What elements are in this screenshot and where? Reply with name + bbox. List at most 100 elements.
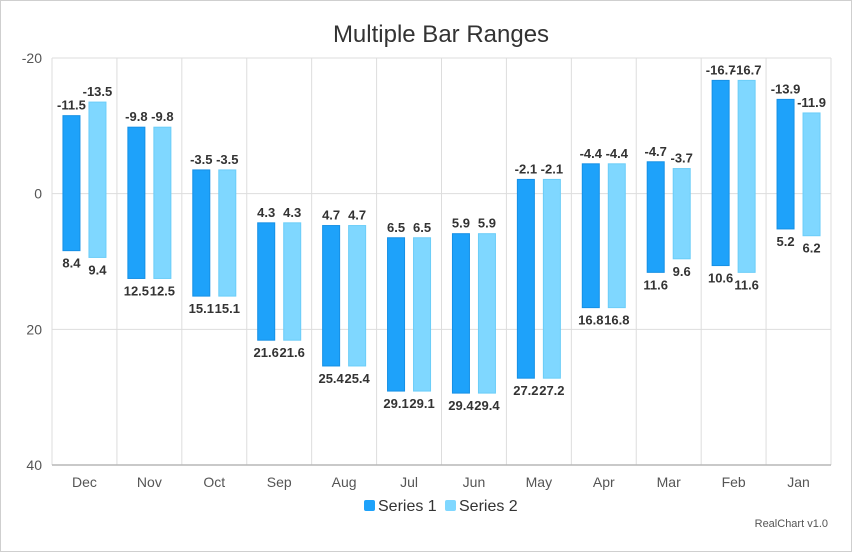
y-tick-label: 0 [34, 186, 42, 202]
series-1-bar[interactable] [192, 169, 211, 297]
series-2-bar[interactable] [477, 233, 496, 394]
series-2-low-label: 4.7 [348, 208, 366, 223]
series-2-high-label: 29.1 [409, 396, 434, 411]
series-2-high-label: 25.4 [344, 371, 370, 386]
bars-layer [62, 79, 821, 394]
series-1-low-label: -2.1 [515, 161, 537, 176]
series-1-low-label: -4.4 [580, 146, 603, 161]
series-1-high-label: 10.6 [708, 271, 733, 286]
series-2-bar[interactable] [153, 126, 172, 279]
series-2-high-label: 9.6 [673, 264, 691, 279]
x-tick-label: Oct [203, 474, 225, 490]
y-tick-label: 40 [26, 457, 42, 473]
series-2-bar[interactable] [218, 169, 237, 297]
x-tick-label: Sep [267, 474, 292, 490]
chart-title: Multiple Bar Ranges [333, 21, 549, 48]
x-tick-label: Aug [332, 474, 357, 490]
series-1-low-label: 4.7 [322, 208, 340, 223]
series-1-high-label: 29.4 [448, 398, 474, 413]
x-tick-label: May [526, 474, 552, 490]
x-tick-label: Mar [657, 474, 681, 490]
y-axis: -20 0 20 40 [22, 50, 42, 473]
series-1-bar[interactable] [711, 79, 730, 267]
series-1-high-label: 29.1 [383, 396, 408, 411]
series-1-bar[interactable] [387, 237, 406, 392]
x-tick-label: Feb [722, 474, 746, 490]
y-tick-label: 20 [26, 321, 42, 337]
series-2-bar[interactable] [88, 101, 107, 258]
x-tick-label: Jul [400, 474, 418, 490]
series-1-high-label: 15.1 [189, 301, 214, 316]
legend[interactable]: Series 1 Series 2 [364, 498, 518, 515]
x-tick-label: Jan [787, 474, 810, 490]
series-2-low-label: 6.5 [413, 220, 431, 235]
series-1-high-label: 12.5 [124, 283, 149, 298]
series-1-low-label: -4.7 [645, 144, 667, 159]
series-1-bar[interactable] [516, 178, 535, 379]
data-labels-layer: -11.5 8.4 -9.8 12.5 -3.5 15.1 4.3 21.6 4.7 25.4 6.… [57, 62, 826, 413]
x-tick-label: Nov [137, 474, 162, 490]
series-2-low-label: -9.8 [151, 109, 173, 124]
series-2-high-label: 6.2 [803, 241, 821, 256]
legend-series-2-swatch[interactable] [445, 500, 456, 511]
x-tick-label: Apr [593, 474, 615, 490]
series-2-high-label: 15.1 [215, 301, 240, 316]
series-1-low-label: -3.5 [190, 152, 212, 167]
series-1-low-label: -11.5 [57, 98, 86, 113]
series-1-low-label: 4.3 [257, 205, 275, 220]
series-2-low-label: -13.5 [83, 84, 113, 99]
legend-series-1-label[interactable]: Series 1 [378, 498, 437, 515]
series-1-high-label: 25.4 [318, 371, 344, 386]
series-2-low-label: -2.1 [541, 161, 563, 176]
y-tick-label: -20 [22, 50, 42, 66]
series-2-low-label: 4.3 [283, 205, 301, 220]
series-1-bar[interactable] [127, 126, 146, 279]
series-1-low-label: -9.8 [125, 109, 147, 124]
series-1-bar[interactable] [776, 98, 795, 230]
chart-credit: RealChart v1.0 [755, 518, 828, 530]
series-2-bar[interactable] [737, 79, 756, 273]
series-1-low-label: 5.9 [452, 216, 470, 231]
series-2-low-label: -11.9 [797, 95, 826, 110]
series-2-bar[interactable] [542, 178, 561, 379]
series-2-bar[interactable] [283, 222, 302, 341]
series-2-high-label: 12.5 [150, 283, 175, 298]
series-1-low-label: -16.7 [706, 62, 736, 77]
series-2-low-label: -3.7 [671, 151, 693, 166]
x-tick-label: Dec [72, 474, 97, 490]
series-2-high-label: 9.4 [88, 262, 107, 277]
series-2-bar[interactable] [348, 225, 367, 367]
series-2-bar[interactable] [672, 168, 691, 260]
series-1-high-label: 27.2 [513, 383, 538, 398]
series-2-high-label: 11.6 [734, 277, 759, 292]
series-1-bar[interactable] [451, 233, 470, 394]
series-2-low-label: -16.7 [732, 62, 762, 77]
series-2-bar[interactable] [413, 237, 432, 392]
x-axis: Dec Nov Oct Sep Aug Jul Jun May Apr Mar Feb Jan [52, 464, 831, 490]
series-2-high-label: 29.4 [474, 398, 500, 413]
series-1-bar[interactable] [322, 225, 341, 367]
series-1-high-label: 16.8 [578, 313, 603, 328]
series-2-bar[interactable] [802, 112, 821, 237]
legend-series-2-label[interactable]: Series 2 [459, 498, 518, 515]
series-1-low-label: 6.5 [387, 220, 405, 235]
series-2-bar[interactable] [607, 163, 626, 309]
series-1-high-label: 11.6 [643, 277, 668, 292]
series-1-low-label: -13.9 [771, 81, 801, 96]
series-1-bar[interactable] [62, 115, 81, 252]
series-1-high-label: 21.6 [254, 345, 279, 360]
series-2-low-label: 5.9 [478, 216, 496, 231]
series-1-bar[interactable] [257, 222, 276, 341]
series-2-high-label: 27.2 [539, 383, 564, 398]
series-2-low-label: -3.5 [216, 152, 238, 167]
x-tick-label: Jun [463, 474, 486, 490]
series-2-low-label: -4.4 [606, 146, 629, 161]
legend-series-1-swatch[interactable] [364, 500, 375, 511]
series-1-high-label: 5.2 [777, 234, 795, 249]
series-2-high-label: 16.8 [604, 313, 629, 328]
series-1-bar[interactable] [581, 163, 600, 309]
series-2-high-label: 21.6 [280, 345, 305, 360]
series-1-bar[interactable] [646, 161, 665, 273]
grid-layer [51, 57, 832, 465]
